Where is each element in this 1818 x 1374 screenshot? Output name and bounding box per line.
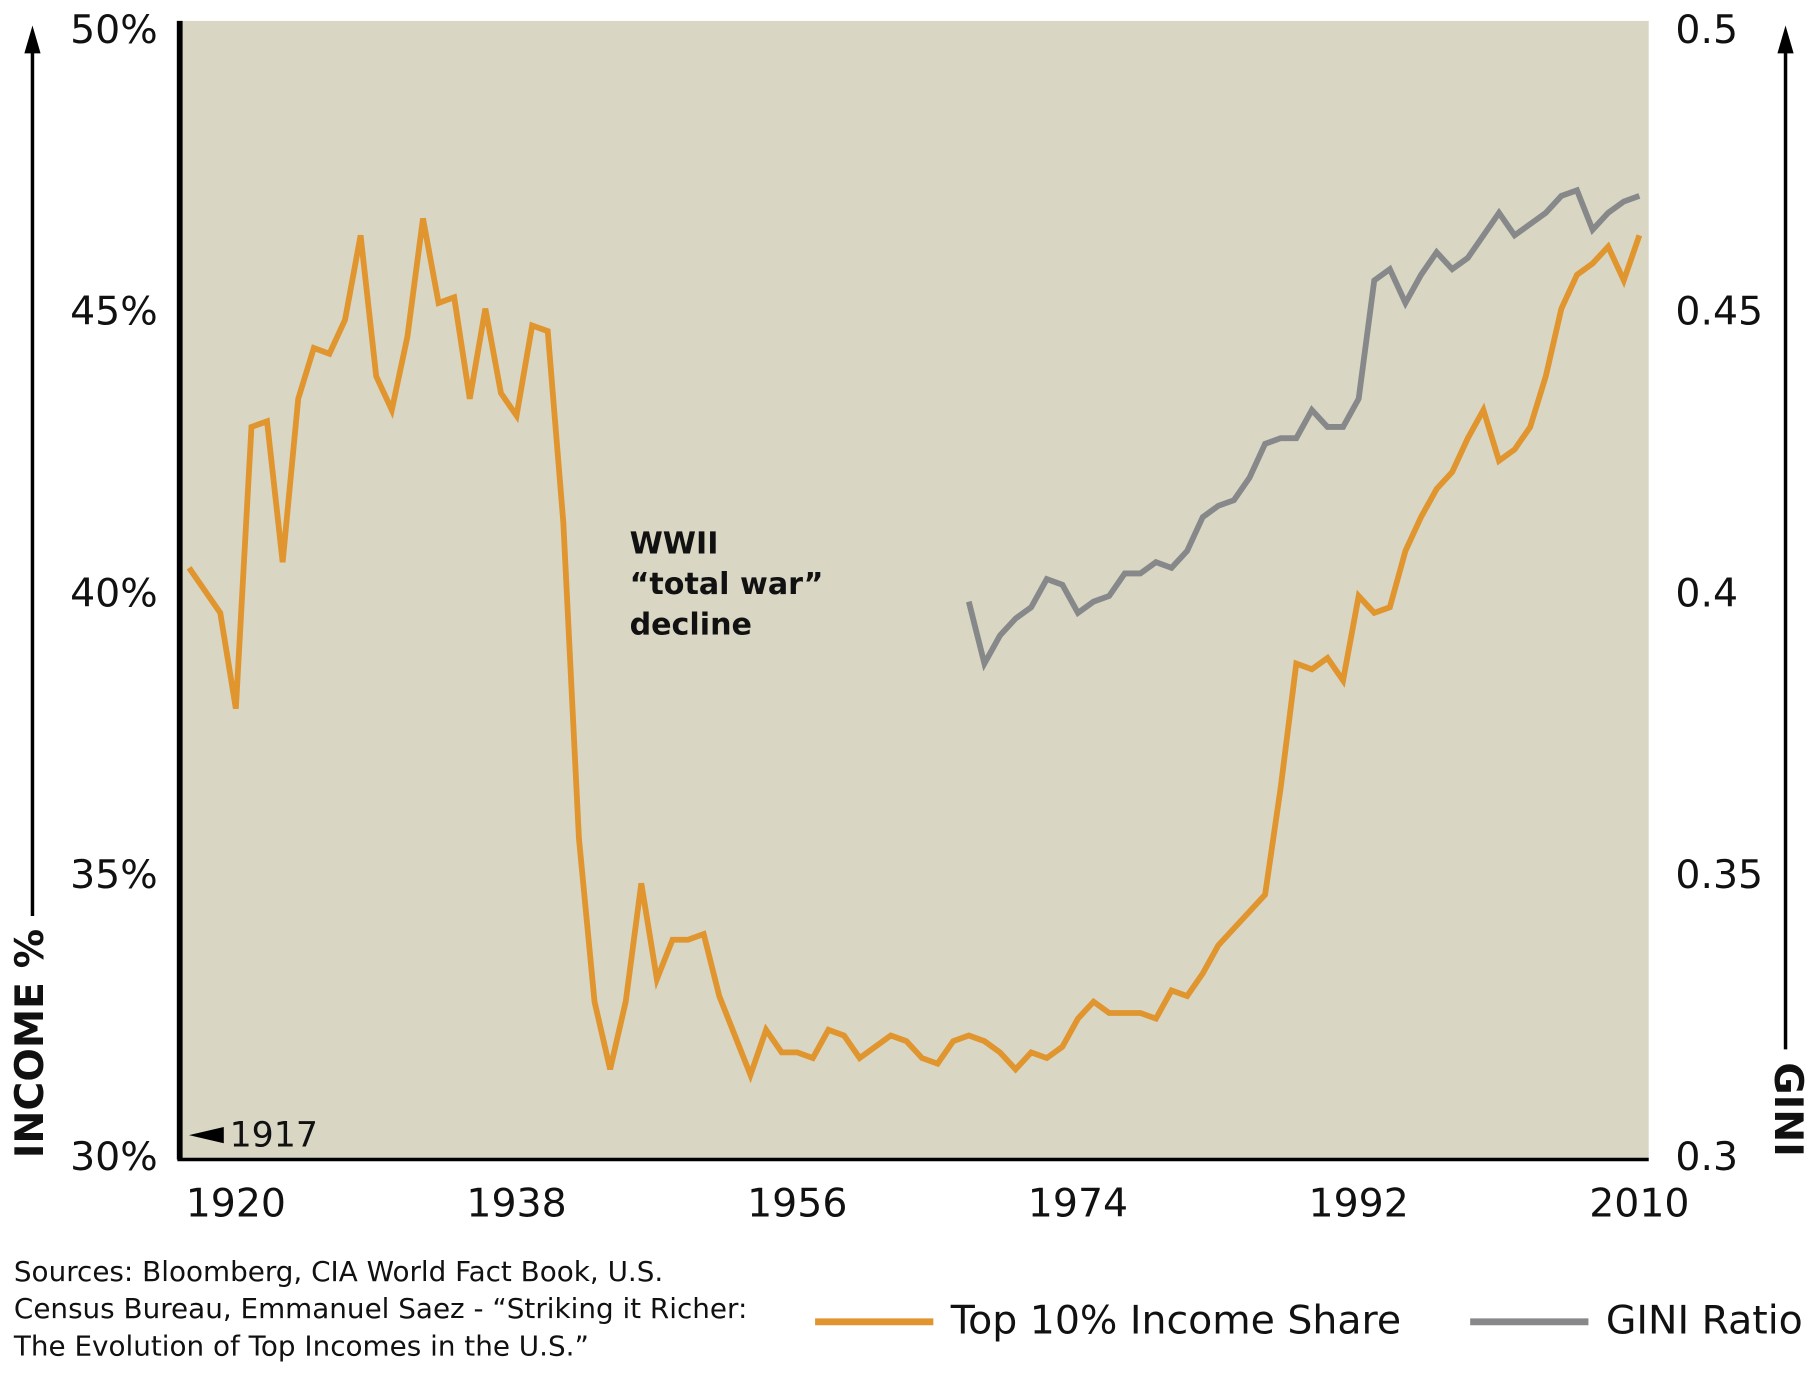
annotation: “total war” [630,567,824,602]
start-marker: 1917 [230,1115,318,1155]
y-tick-label: 35% [70,852,158,898]
x-tick-label: 1920 [186,1180,286,1226]
y2-tick-label: 0.4 [1675,570,1738,616]
y-tick-label: 40% [70,570,158,616]
y2-tick-label: 0.45 [1675,289,1763,335]
arrow-head [24,25,41,54]
y2-tick-label: 0.5 [1675,7,1738,53]
series-line [965,186,1641,672]
legend-label: Top 10% Income Share [950,1297,1401,1343]
y-axis-title: INCOME % [7,929,53,1158]
x-tick-label: 1956 [747,1180,847,1226]
arrow-head [1777,25,1794,54]
sources-note: The Evolution of Top Incomes in the U.S.… [13,1329,589,1362]
y2-tick-label: 0.3 [1675,1134,1738,1180]
y-tick-label: 30% [70,1134,158,1180]
y2-tick-label: 0.35 [1675,852,1763,898]
x-tick-label: 1938 [466,1180,566,1226]
series-line [186,217,1643,1084]
plot-area [179,20,1649,1160]
y-tick-label: 50% [70,7,158,53]
x-tick-label: 1974 [1028,1180,1128,1226]
annotation: decline [630,608,752,643]
y2-axis-title: GINI [1765,1062,1811,1157]
sources-note: Census Bureau, Emmanuel Saez - “Striking… [14,1292,747,1325]
x-tick-label: 2010 [1589,1180,1689,1226]
y-tick-label: 45% [70,289,158,335]
legend-label: GINI Ratio [1606,1297,1803,1343]
x-tick-label: 1992 [1309,1180,1409,1226]
start-arrow [188,1127,224,1144]
annotation: WWII [630,526,719,561]
sources-note: Sources: Bloomberg, CIA World Fact Book,… [14,1255,663,1288]
